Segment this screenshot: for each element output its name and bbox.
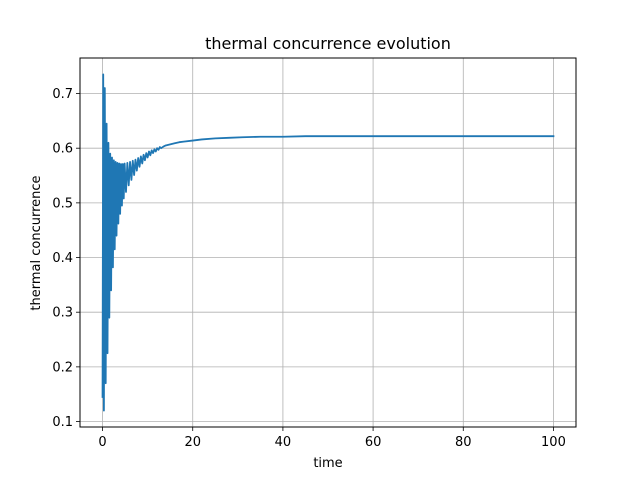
- y-tick-label: 0.5: [52, 196, 73, 211]
- y-tick-label: 0.3: [52, 306, 73, 321]
- x-axis-ticks: 0 20 40 60 80 100: [98, 427, 566, 450]
- x-tick-label: 80: [455, 435, 472, 450]
- x-tick-label: 40: [275, 435, 292, 450]
- chart-title: thermal concurrence evolution: [205, 34, 451, 53]
- y-tick-label: 0.1: [52, 415, 73, 430]
- y-tick-label: 0.7: [52, 87, 73, 102]
- y-tick-label: 0.2: [52, 360, 73, 375]
- x-axis-label: time: [313, 456, 342, 471]
- x-tick-label: 100: [541, 435, 566, 450]
- x-tick-label: 20: [184, 435, 201, 450]
- y-tick-label: 0.6: [52, 142, 73, 157]
- plot-area-frame: [79, 57, 577, 428]
- x-tick-label: 0: [98, 435, 106, 450]
- y-axis-ticks: 0.1 0.2 0.3 0.4 0.5 0.6 0.7: [52, 87, 80, 430]
- series-layer: [101, 73, 555, 412]
- y-axis-label: thermal concurrence: [29, 175, 44, 310]
- series-line-0: [101, 73, 555, 412]
- y-tick-label: 0.4: [52, 251, 73, 266]
- x-tick-label: 60: [365, 435, 382, 450]
